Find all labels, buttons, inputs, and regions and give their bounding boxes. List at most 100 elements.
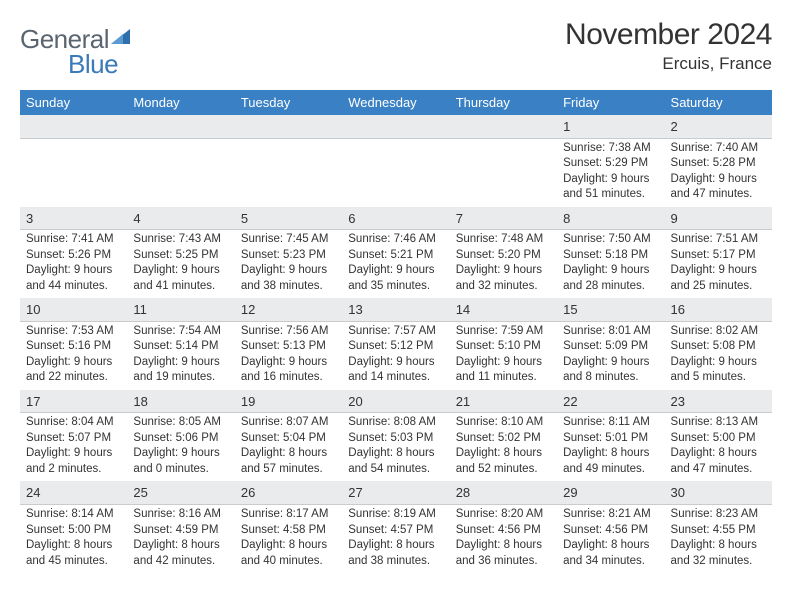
calendar-cell: 11Sunrise: 7:54 AMSunset: 5:14 PMDayligh… [127, 298, 234, 390]
day-number-empty [450, 115, 557, 139]
day-number: 7 [450, 207, 557, 231]
sunset-text: Sunset: 5:12 PM [348, 339, 443, 355]
day-body: Sunrise: 7:48 AMSunset: 5:20 PMDaylight:… [450, 230, 557, 298]
day-body: Sunrise: 8:17 AMSunset: 4:58 PMDaylight:… [235, 505, 342, 573]
day-body-empty [20, 139, 127, 161]
sunset-text: Sunset: 5:18 PM [563, 248, 658, 264]
day-body-empty [127, 139, 234, 161]
day-body: Sunrise: 7:53 AMSunset: 5:16 PMDaylight:… [20, 322, 127, 390]
logo: General Blue [20, 18, 133, 80]
day-number: 14 [450, 298, 557, 322]
day-body: Sunrise: 8:04 AMSunset: 5:07 PMDaylight:… [20, 413, 127, 481]
day-number-empty [342, 115, 449, 139]
calendar-cell: 30Sunrise: 8:23 AMSunset: 4:55 PMDayligh… [665, 481, 772, 573]
day-number: 30 [665, 481, 772, 505]
sunrise-text: Sunrise: 7:48 AM [456, 232, 551, 248]
calendar-cell: 6Sunrise: 7:46 AMSunset: 5:21 PMDaylight… [342, 207, 449, 299]
day-number: 15 [557, 298, 664, 322]
daylight-text: Daylight: 8 hours and 40 minutes. [241, 538, 336, 569]
calendar-row: 1Sunrise: 7:38 AMSunset: 5:29 PMDaylight… [20, 115, 772, 207]
daylight-text: Daylight: 8 hours and 36 minutes. [456, 538, 551, 569]
day-body-empty [342, 139, 449, 161]
day-number: 29 [557, 481, 664, 505]
day-number: 16 [665, 298, 772, 322]
day-number: 19 [235, 390, 342, 414]
sunset-text: Sunset: 5:00 PM [26, 523, 121, 539]
day-body: Sunrise: 7:40 AMSunset: 5:28 PMDaylight:… [665, 139, 772, 207]
sunset-text: Sunset: 5:29 PM [563, 156, 658, 172]
daylight-text: Daylight: 9 hours and 44 minutes. [26, 263, 121, 294]
sunset-text: Sunset: 4:59 PM [133, 523, 228, 539]
daylight-text: Daylight: 9 hours and 47 minutes. [671, 172, 766, 203]
daylight-text: Daylight: 9 hours and 19 minutes. [133, 355, 228, 386]
calendar-row: 17Sunrise: 8:04 AMSunset: 5:07 PMDayligh… [20, 390, 772, 482]
day-body: Sunrise: 7:57 AMSunset: 5:12 PMDaylight:… [342, 322, 449, 390]
day-number-empty [127, 115, 234, 139]
daylight-text: Daylight: 8 hours and 47 minutes. [671, 446, 766, 477]
weekday-header: Monday [127, 90, 234, 115]
daylight-text: Daylight: 8 hours and 57 minutes. [241, 446, 336, 477]
title-block: November 2024 Ercuis, France [565, 18, 772, 74]
logo-text-blue: Blue [68, 49, 118, 79]
day-body: Sunrise: 7:46 AMSunset: 5:21 PMDaylight:… [342, 230, 449, 298]
sunrise-text: Sunrise: 7:38 AM [563, 141, 658, 157]
day-body: Sunrise: 8:05 AMSunset: 5:06 PMDaylight:… [127, 413, 234, 481]
calendar-cell [342, 115, 449, 207]
calendar-cell: 12Sunrise: 7:56 AMSunset: 5:13 PMDayligh… [235, 298, 342, 390]
weekday-header: Friday [557, 90, 664, 115]
sunrise-text: Sunrise: 7:54 AM [133, 324, 228, 340]
day-body: Sunrise: 8:08 AMSunset: 5:03 PMDaylight:… [342, 413, 449, 481]
sunrise-text: Sunrise: 8:10 AM [456, 415, 551, 431]
sunrise-text: Sunrise: 7:51 AM [671, 232, 766, 248]
sunrise-text: Sunrise: 7:57 AM [348, 324, 443, 340]
day-number: 11 [127, 298, 234, 322]
calendar-row: 3Sunrise: 7:41 AMSunset: 5:26 PMDaylight… [20, 207, 772, 299]
sunrise-text: Sunrise: 8:19 AM [348, 507, 443, 523]
day-body: Sunrise: 8:01 AMSunset: 5:09 PMDaylight:… [557, 322, 664, 390]
sunrise-text: Sunrise: 8:23 AM [671, 507, 766, 523]
sunrise-text: Sunrise: 7:45 AM [241, 232, 336, 248]
calendar-cell [235, 115, 342, 207]
sunrise-text: Sunrise: 8:04 AM [26, 415, 121, 431]
sunrise-text: Sunrise: 7:59 AM [456, 324, 551, 340]
sunset-text: Sunset: 5:02 PM [456, 431, 551, 447]
sunrise-text: Sunrise: 8:08 AM [348, 415, 443, 431]
calendar-cell: 27Sunrise: 8:19 AMSunset: 4:57 PMDayligh… [342, 481, 449, 573]
day-body: Sunrise: 7:54 AMSunset: 5:14 PMDaylight:… [127, 322, 234, 390]
day-body: Sunrise: 7:56 AMSunset: 5:13 PMDaylight:… [235, 322, 342, 390]
daylight-text: Daylight: 9 hours and 22 minutes. [26, 355, 121, 386]
day-number-empty [20, 115, 127, 139]
calendar-cell: 2Sunrise: 7:40 AMSunset: 5:28 PMDaylight… [665, 115, 772, 207]
day-number: 2 [665, 115, 772, 139]
daylight-text: Daylight: 9 hours and 28 minutes. [563, 263, 658, 294]
sunrise-text: Sunrise: 8:14 AM [26, 507, 121, 523]
day-body: Sunrise: 8:19 AMSunset: 4:57 PMDaylight:… [342, 505, 449, 573]
daylight-text: Daylight: 9 hours and 38 minutes. [241, 263, 336, 294]
weekday-header: Tuesday [235, 90, 342, 115]
daylight-text: Daylight: 9 hours and 0 minutes. [133, 446, 228, 477]
sunset-text: Sunset: 4:55 PM [671, 523, 766, 539]
day-number: 21 [450, 390, 557, 414]
day-number: 10 [20, 298, 127, 322]
sunset-text: Sunset: 5:06 PM [133, 431, 228, 447]
sunrise-text: Sunrise: 7:53 AM [26, 324, 121, 340]
sunrise-text: Sunrise: 7:50 AM [563, 232, 658, 248]
sunrise-text: Sunrise: 8:17 AM [241, 507, 336, 523]
sunset-text: Sunset: 5:14 PM [133, 339, 228, 355]
sunrise-text: Sunrise: 8:02 AM [671, 324, 766, 340]
sunset-text: Sunset: 5:20 PM [456, 248, 551, 264]
daylight-text: Daylight: 8 hours and 54 minutes. [348, 446, 443, 477]
calendar-row: 10Sunrise: 7:53 AMSunset: 5:16 PMDayligh… [20, 298, 772, 390]
day-body: Sunrise: 8:20 AMSunset: 4:56 PMDaylight:… [450, 505, 557, 573]
sunset-text: Sunset: 5:08 PM [671, 339, 766, 355]
daylight-text: Daylight: 9 hours and 25 minutes. [671, 263, 766, 294]
sunrise-text: Sunrise: 8:05 AM [133, 415, 228, 431]
calendar-cell: 17Sunrise: 8:04 AMSunset: 5:07 PMDayligh… [20, 390, 127, 482]
calendar-cell: 29Sunrise: 8:21 AMSunset: 4:56 PMDayligh… [557, 481, 664, 573]
sunset-text: Sunset: 4:58 PM [241, 523, 336, 539]
day-body: Sunrise: 7:51 AMSunset: 5:17 PMDaylight:… [665, 230, 772, 298]
day-body-empty [235, 139, 342, 161]
day-number: 9 [665, 207, 772, 231]
sunrise-text: Sunrise: 7:46 AM [348, 232, 443, 248]
day-number: 28 [450, 481, 557, 505]
